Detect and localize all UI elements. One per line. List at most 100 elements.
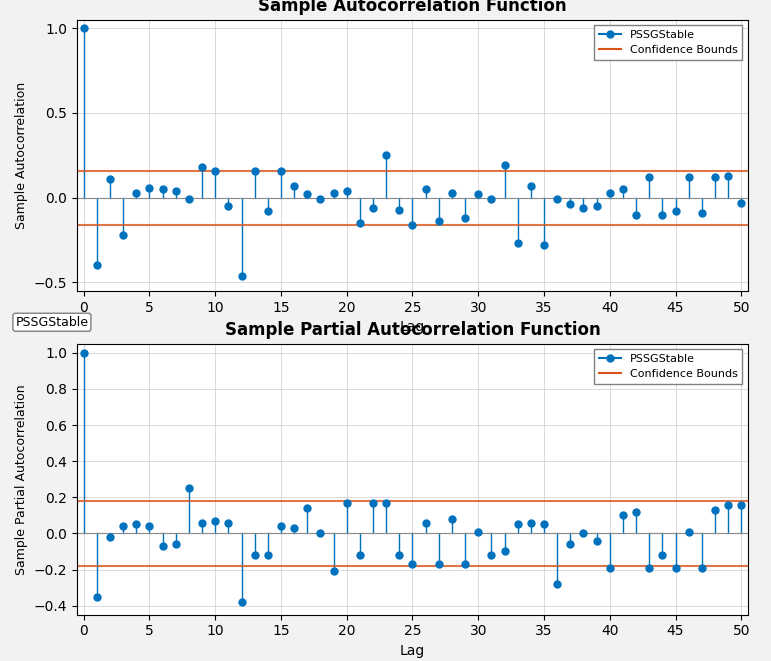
Point	[117, 521, 130, 531]
Point	[735, 198, 747, 208]
Point	[406, 219, 419, 230]
Point	[722, 499, 734, 510]
Point	[656, 210, 668, 220]
Point	[104, 531, 116, 542]
Point	[709, 504, 721, 515]
Text: PSSGStable: PSSGStable	[15, 316, 89, 329]
Point	[577, 202, 590, 213]
Point	[170, 539, 182, 549]
Point	[617, 184, 629, 194]
Point	[446, 187, 458, 198]
Point	[538, 519, 550, 529]
Point	[183, 194, 195, 205]
Point	[130, 519, 143, 529]
Legend: PSSGStable, Confidence Bounds: PSSGStable, Confidence Bounds	[594, 25, 742, 60]
Point	[248, 165, 261, 176]
Point	[328, 187, 340, 198]
Point	[459, 559, 471, 569]
Point	[91, 592, 103, 602]
Point	[196, 518, 208, 528]
Point	[170, 186, 182, 196]
Point	[209, 516, 221, 526]
Point	[183, 483, 195, 494]
Point	[630, 506, 642, 517]
Point	[617, 510, 629, 521]
Point	[274, 521, 287, 531]
Point	[695, 563, 708, 573]
Point	[301, 189, 314, 200]
Point	[472, 189, 484, 200]
Point	[525, 180, 537, 191]
Y-axis label: Sample Partial Autocorrelation: Sample Partial Autocorrelation	[15, 384, 29, 574]
Point	[222, 201, 234, 212]
Point	[157, 184, 169, 194]
Point	[209, 165, 221, 176]
Point	[498, 160, 510, 171]
Point	[104, 174, 116, 184]
Point	[222, 518, 234, 528]
Point	[564, 199, 577, 210]
Point	[538, 240, 550, 251]
Title: Sample Autocorrelation Function: Sample Autocorrelation Function	[258, 0, 567, 15]
Point	[669, 563, 682, 573]
Point	[419, 518, 432, 528]
Point	[274, 165, 287, 176]
Point	[695, 208, 708, 218]
Point	[591, 535, 603, 546]
Point	[380, 498, 392, 508]
Point	[367, 498, 379, 508]
X-axis label: Lag: Lag	[400, 644, 425, 658]
Point	[577, 528, 590, 539]
Point	[78, 348, 90, 358]
Point	[393, 550, 406, 561]
Point	[380, 150, 392, 161]
Point	[393, 204, 406, 215]
Point	[459, 213, 471, 223]
Point	[551, 579, 564, 590]
Point	[511, 238, 524, 249]
Point	[511, 519, 524, 529]
Point	[551, 194, 564, 205]
X-axis label: Lag: Lag	[400, 320, 425, 334]
Point	[367, 202, 379, 213]
Point	[248, 550, 261, 561]
Point	[196, 162, 208, 173]
Point	[433, 216, 445, 227]
Point	[328, 566, 340, 576]
Point	[354, 218, 366, 229]
Point	[341, 186, 353, 196]
Point	[157, 541, 169, 551]
Point	[78, 23, 90, 34]
Point	[604, 187, 616, 198]
Point	[261, 550, 274, 561]
Point	[709, 172, 721, 182]
Point	[525, 518, 537, 528]
Point	[143, 182, 156, 193]
Point	[643, 563, 655, 573]
Point	[604, 563, 616, 573]
Title: Sample Partial Autocorrelation Function: Sample Partial Autocorrelation Function	[224, 321, 601, 339]
Point	[643, 172, 655, 182]
Legend: PSSGStable, Confidence Bounds: PSSGStable, Confidence Bounds	[594, 349, 742, 384]
Point	[117, 229, 130, 240]
Point	[498, 546, 510, 557]
Point	[341, 498, 353, 508]
Point	[682, 526, 695, 537]
Point	[354, 550, 366, 561]
Point	[315, 528, 327, 539]
Point	[682, 172, 695, 182]
Point	[722, 171, 734, 181]
Point	[735, 499, 747, 510]
Point	[485, 194, 497, 205]
Point	[669, 206, 682, 217]
Point	[143, 521, 156, 531]
Point	[91, 260, 103, 271]
Point	[485, 550, 497, 561]
Point	[446, 514, 458, 524]
Point	[301, 503, 314, 514]
Point	[130, 187, 143, 198]
Point	[288, 180, 300, 191]
Point	[406, 559, 419, 569]
Point	[591, 201, 603, 212]
Point	[235, 597, 247, 607]
